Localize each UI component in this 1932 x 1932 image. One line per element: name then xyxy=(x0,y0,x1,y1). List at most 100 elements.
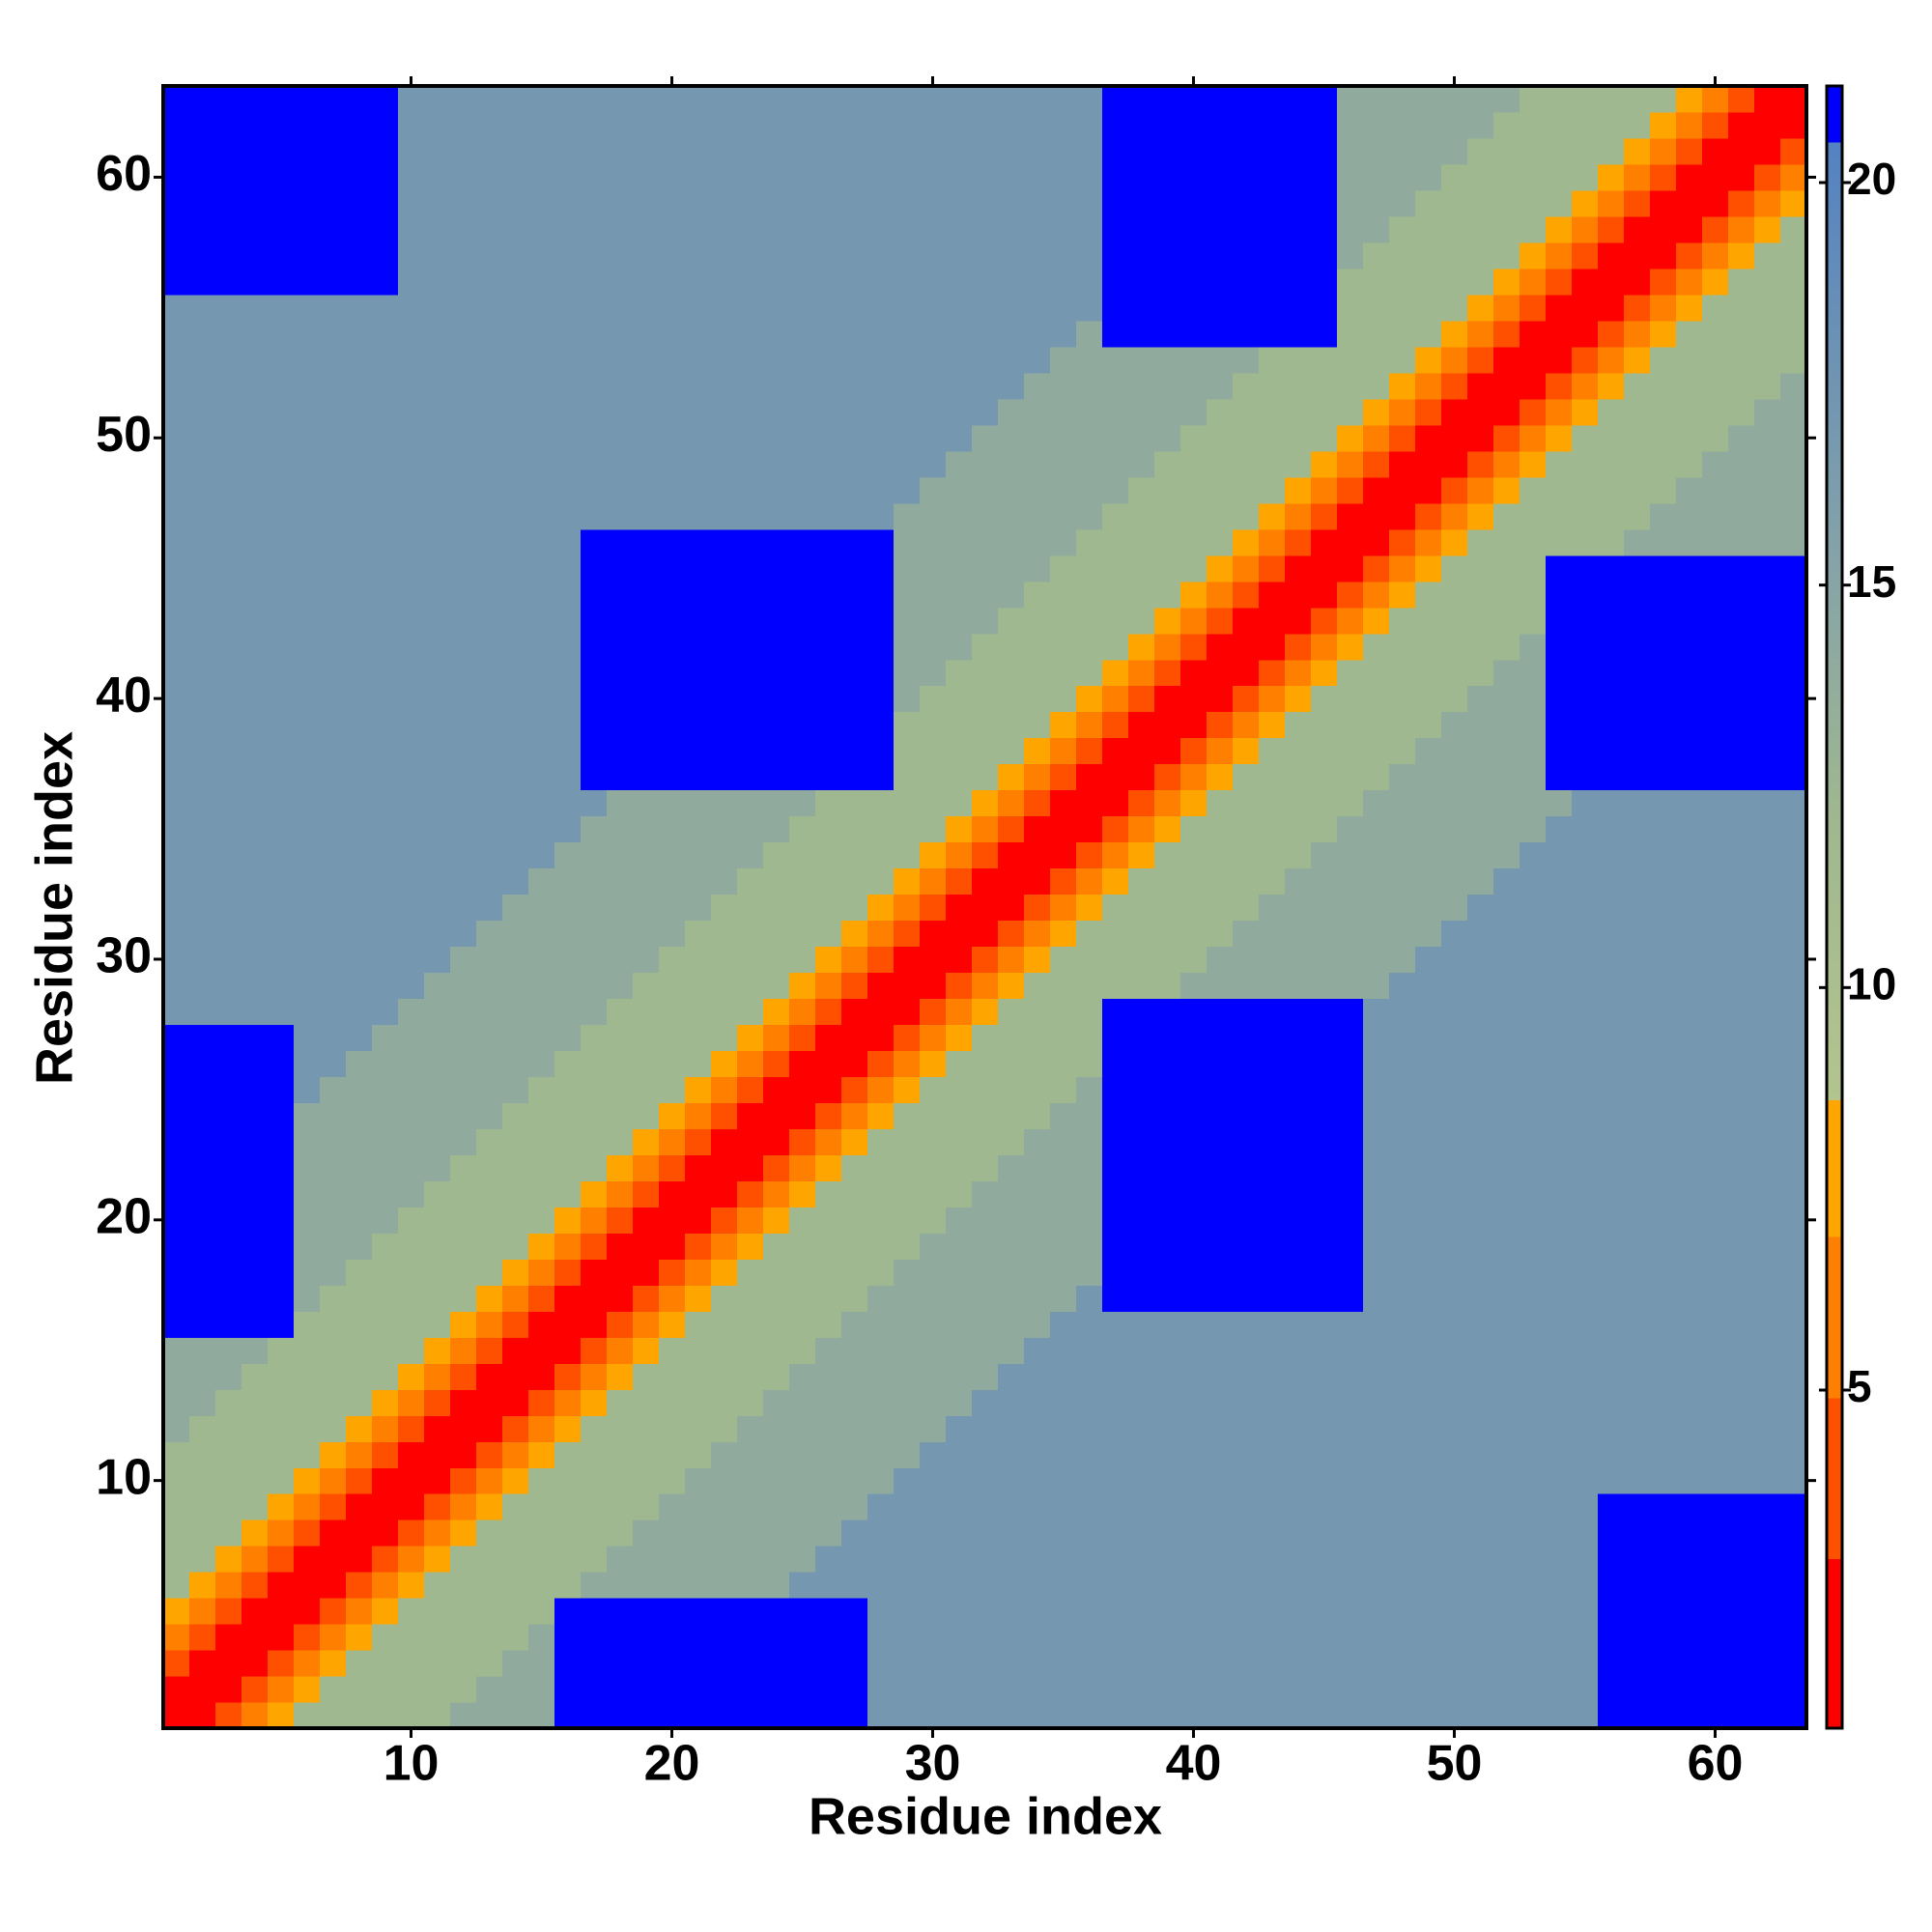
heatmap-cell xyxy=(633,763,660,791)
heatmap-cell xyxy=(1780,554,1807,582)
heatmap-cell xyxy=(1311,242,1338,270)
heatmap-cell xyxy=(1728,137,1755,165)
heatmap-cell xyxy=(1389,346,1416,374)
heatmap-cell xyxy=(737,867,764,895)
heatmap-cell xyxy=(215,685,242,713)
heatmap-cell xyxy=(1520,242,1547,270)
heatmap-cell xyxy=(1650,398,1677,426)
heatmap-cell xyxy=(1076,528,1103,556)
heatmap-cell xyxy=(346,737,373,765)
heatmap-cell xyxy=(1050,528,1077,556)
heatmap-cell xyxy=(711,633,738,661)
heatmap-cell xyxy=(789,554,816,582)
heatmap-cell xyxy=(215,1467,242,1494)
heatmap-cell xyxy=(1754,1520,1781,1547)
heatmap-cell xyxy=(607,189,634,217)
heatmap-cell xyxy=(1389,633,1416,661)
heatmap-cell xyxy=(1285,737,1312,765)
heatmap-cell xyxy=(1050,815,1077,843)
heatmap-cell xyxy=(528,1702,555,1729)
heatmap-cell xyxy=(841,528,868,556)
heatmap-cell xyxy=(1233,1624,1260,1651)
heatmap-cell xyxy=(1624,1493,1651,1520)
heatmap-cell xyxy=(789,867,816,895)
heatmap-cell xyxy=(1624,215,1651,243)
heatmap-cell xyxy=(1441,607,1468,635)
heatmap-cell xyxy=(1102,1050,1129,1077)
heatmap-cell xyxy=(711,841,738,869)
heatmap-cell xyxy=(841,346,868,374)
heatmap-cell xyxy=(711,1624,738,1651)
heatmap-cell xyxy=(528,1128,555,1155)
heatmap-cell xyxy=(1233,1520,1260,1547)
heatmap-cell xyxy=(789,1572,816,1599)
heatmap-cell xyxy=(398,737,425,765)
heatmap-cell xyxy=(894,294,921,322)
heatmap-cell xyxy=(528,1572,555,1599)
heatmap-cell xyxy=(1650,1285,1677,1312)
heatmap-cell xyxy=(1467,1102,1494,1129)
heatmap-cell xyxy=(894,346,921,374)
heatmap-cell xyxy=(737,320,764,348)
heatmap-cell xyxy=(1572,1389,1599,1416)
heatmap-cell xyxy=(685,476,712,504)
heatmap-cell xyxy=(1024,1050,1051,1077)
heatmap-cell xyxy=(294,841,321,869)
heatmap-cell xyxy=(189,841,216,869)
heatmap-cell xyxy=(763,1285,790,1312)
heatmap-cell xyxy=(268,894,295,922)
heatmap-cell xyxy=(1520,1598,1547,1625)
heatmap-cell xyxy=(189,1363,216,1390)
heatmap-cell xyxy=(215,1650,242,1677)
heatmap-cell xyxy=(398,633,425,661)
heatmap-cell xyxy=(1546,398,1573,426)
heatmap-cell xyxy=(502,1076,529,1103)
heatmap-cell xyxy=(685,320,712,348)
heatmap-cell xyxy=(346,1363,373,1390)
heatmap-cell xyxy=(1493,763,1520,791)
heatmap-cell xyxy=(1050,163,1077,191)
heatmap-cell xyxy=(659,163,686,191)
heatmap-cell xyxy=(972,633,999,661)
heatmap-cell xyxy=(581,1102,608,1129)
heatmap-cell xyxy=(607,1024,634,1052)
heatmap-cell xyxy=(242,763,269,791)
heatmap-cell xyxy=(1311,346,1338,374)
heatmap-cell xyxy=(633,294,660,322)
heatmap-cell xyxy=(894,372,921,400)
heatmap-cell xyxy=(502,737,529,765)
heatmap-cell xyxy=(1207,320,1234,348)
heatmap-cell xyxy=(450,294,477,322)
heatmap-cell xyxy=(737,398,764,426)
heatmap-cell xyxy=(1493,1311,1520,1338)
heatmap-cell xyxy=(1180,1493,1208,1520)
heatmap-cell xyxy=(1493,137,1520,165)
heatmap-cell xyxy=(424,1102,451,1129)
heatmap-cell xyxy=(1520,920,1547,948)
heatmap-cell xyxy=(1441,920,1468,948)
heatmap-cell xyxy=(763,1102,790,1129)
heatmap-cell xyxy=(920,1624,947,1651)
heatmap-cell xyxy=(1259,1311,1286,1338)
heatmap-cell xyxy=(998,86,1025,113)
heatmap-cell xyxy=(1415,659,1442,687)
heatmap-cell xyxy=(1285,711,1312,739)
heatmap-cell xyxy=(1702,163,1729,191)
heatmap-cell xyxy=(894,607,921,635)
heatmap-cell xyxy=(1233,581,1260,609)
heatmap-cell xyxy=(502,1050,529,1077)
heatmap-cell xyxy=(711,424,738,452)
heatmap-cell xyxy=(268,1546,295,1573)
heatmap-cell xyxy=(711,189,738,217)
heatmap-cell xyxy=(398,1624,425,1651)
heatmap-cell xyxy=(215,450,242,478)
heatmap-cell xyxy=(737,1337,764,1364)
heatmap-cell xyxy=(1207,711,1234,739)
heatmap-cell xyxy=(972,1520,999,1547)
heatmap-cell xyxy=(815,528,842,556)
heatmap-cell xyxy=(1624,1389,1651,1416)
heatmap-cell xyxy=(1024,1650,1051,1677)
heatmap-cell xyxy=(1520,737,1547,765)
heatmap-cell xyxy=(1363,1337,1390,1364)
heatmap-cell xyxy=(1754,1363,1781,1390)
